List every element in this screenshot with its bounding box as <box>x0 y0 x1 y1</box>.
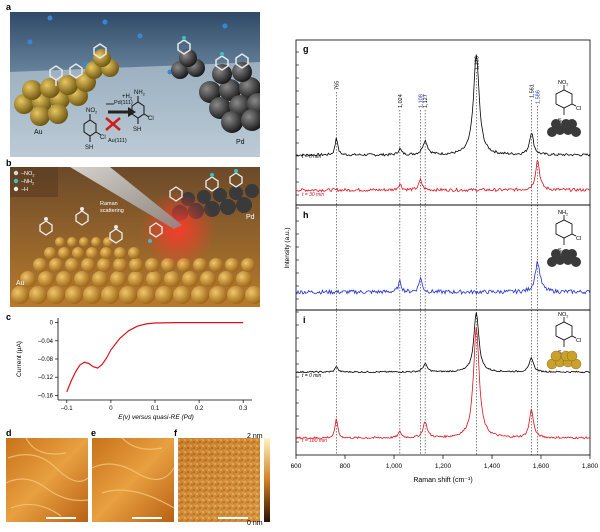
panel-letter-h: h <box>303 210 309 220</box>
raman-xtick-label: 1,000 <box>386 463 403 470</box>
label-au: Au <box>34 129 43 136</box>
afm-image-f <box>178 438 260 522</box>
mol-right-sh: SH <box>133 127 141 133</box>
pd-nanoparticle <box>171 49 260 133</box>
panel-letter-c: c <box>6 312 12 322</box>
colorbar-top-label: 2 nm <box>247 433 263 440</box>
molecule-inset-g: NO2 Cl S <box>547 80 581 137</box>
legend-h: –H <box>21 187 28 193</box>
mol-g-cl: Cl <box>576 106 581 112</box>
raman-xtick-label: 1,600 <box>533 463 550 470</box>
cv-xtick-label: 0.2 <box>195 406 204 412</box>
panel-letter-b: b <box>6 158 12 168</box>
panel-letter-d: d <box>6 428 12 438</box>
molecule-inset-i: NO2 Cl S <box>546 312 581 370</box>
legend-no2: –NO2 <box>21 171 34 177</box>
label-pd: Pd <box>236 139 245 146</box>
mol-left-sh: SH <box>85 145 93 151</box>
panel-letter-i: i <box>303 315 306 325</box>
label-pd111: Pd(111) <box>114 100 133 106</box>
raman-label-2: scattering <box>100 208 124 214</box>
cv-xtick-label: –0.1 <box>61 406 73 412</box>
cv-ylabel: Current (μA) <box>16 341 23 377</box>
panel-letter-a: a <box>6 2 12 12</box>
mol-right-nh2: NH2 <box>134 90 146 97</box>
raman-peak-label: 1,024 <box>398 94 404 108</box>
cv-chart: 0 –0.04 –0.08 –0.12 –0.16 –0.1 0 0.1 0.2 0.3 Cur… <box>16 318 252 421</box>
au-nanoparticle <box>14 49 119 126</box>
mol-h-cl: Cl <box>576 236 581 242</box>
label-pd-b: Pd <box>246 214 255 221</box>
cv-ytick-label: –0.12 <box>38 375 54 381</box>
reaction-scheme <box>83 96 150 142</box>
panel-a-illustration: Pd(111) Au(111) +H2 NO2 Cl SH NH2 Cl SH … <box>10 12 260 157</box>
time-label-i-bottom: t = 180 min <box>302 438 327 444</box>
time-label-g-top: t = 0 min <box>302 154 322 160</box>
mol-i-cl: Cl <box>576 338 581 344</box>
raman-xtick-label: 800 <box>340 463 351 470</box>
raman-xtick-label: 1,800 <box>582 463 598 470</box>
raman-xtick-label: 1,400 <box>484 463 501 470</box>
afm-image-e <box>91 438 175 522</box>
cv-ytick-label: –0.16 <box>38 393 54 399</box>
label-au111: Au(111) <box>108 138 127 144</box>
mol-g-no2: NO2 <box>558 80 568 86</box>
cv-xtick-label: 0.3 <box>239 406 248 412</box>
molecule-inset-h: NH2 Cl S <box>547 210 581 267</box>
raman-peak-label: 1,561 <box>529 84 535 98</box>
raman-label-1: Raman <box>100 201 118 207</box>
panel-letter-g: g <box>303 44 309 54</box>
tip-probe <box>70 167 182 229</box>
raman-trace-g-0min <box>295 54 591 157</box>
raman-frame-g <box>295 39 591 206</box>
afm-images <box>6 438 270 522</box>
colorbar-bottom-label: 0 nm <box>247 520 263 527</box>
raman-trace-h <box>295 261 591 295</box>
mol-right-cl: Cl <box>148 116 154 122</box>
raman-xtick-label: 1,200 <box>435 463 452 470</box>
legend-box <box>10 167 58 197</box>
raman-trace-i-0min <box>295 312 591 374</box>
mol-left-no2: NO2 <box>86 108 98 115</box>
mol-h-nh2: NH2 <box>558 210 568 216</box>
mol-left-cl: Cl <box>100 135 106 141</box>
cv-ytick-label: –0.08 <box>38 357 54 363</box>
afm-image-d <box>6 438 89 522</box>
cv-xtick-label: 0 <box>109 406 113 412</box>
label-h2: +H2 <box>122 94 133 101</box>
raman-peak-label: 1,127 <box>423 94 429 108</box>
legend-b: –NO2 –NH2 –H <box>13 170 34 193</box>
raman-trace-g-30min <box>295 160 591 193</box>
time-label-i-top: t = 0 min <box>302 373 322 379</box>
cv-ytick-label: –0.04 <box>38 339 54 345</box>
cv-series-line <box>66 322 244 393</box>
raman-peak-label: 765 <box>334 81 340 90</box>
raman-peak-label: 1,108 <box>418 94 424 108</box>
raman-ylabel: Intensity (a.u.) <box>284 227 291 268</box>
time-label-g-bottom: t = 30 min <box>302 192 324 198</box>
label-au-b: Au <box>16 280 25 287</box>
cv-xtick-label: 0.1 <box>151 406 160 412</box>
mol-i-no2: NO2 <box>558 312 568 318</box>
afm-colorbar <box>264 438 270 522</box>
raman-xtick-label: 600 <box>291 463 302 470</box>
raman-xlabel: Raman shift (cm⁻¹) <box>413 477 472 484</box>
raman-chart: 600 800 1,000 1,200 1,400 1,600 1,800 765 1,024… <box>284 39 598 484</box>
raman-trace-i-180min <box>295 326 591 440</box>
panel-letter-f: f <box>174 428 177 438</box>
raman-frame-i <box>295 309 591 456</box>
raman-peak-label: 1,586 <box>536 90 542 104</box>
raman-frame-h <box>295 204 591 311</box>
panel-b-illustration: –NO2 –NH2 –H Raman scattering Au Pd <box>10 167 260 307</box>
cv-ytick-label: 0 <box>50 321 54 327</box>
cv-xlabel: E(v) versus quasi-RE (Pd) <box>118 414 194 421</box>
legend-nh2: –NH2 <box>21 179 34 185</box>
panel-letter-e: e <box>91 428 97 438</box>
